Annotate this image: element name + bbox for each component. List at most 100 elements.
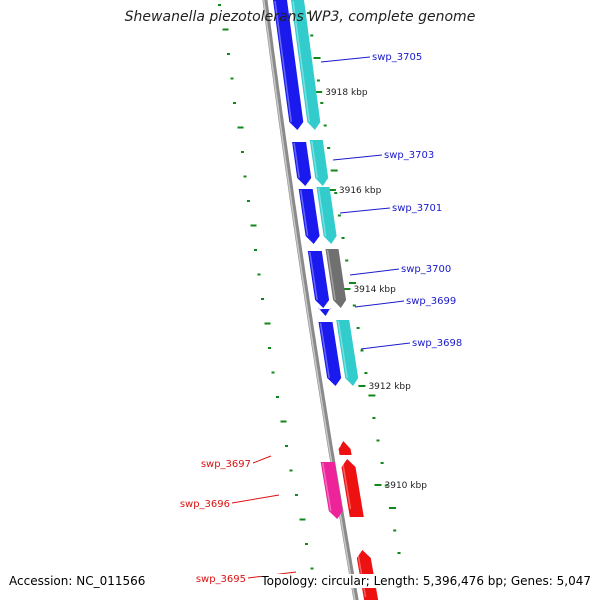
cog-arrow-highlight [321,462,332,512]
gc-skew-tick [345,259,349,262]
forward-cds-arrow-highlight [319,322,330,379]
gc-skew-tick [295,494,298,496]
label-leader-line [349,268,400,276]
gc-skew-tick [233,102,236,104]
gc-skew-tick [341,237,345,239]
gc-skew-tick [222,28,229,31]
scale-label-3914: 3914 kbp [353,285,396,295]
gc-skew-tick [257,273,261,276]
cog-arrow-highlight [311,140,318,179]
forward-cds-arrow[interactable] [292,142,312,186]
cog-arrow[interactable] [291,0,321,130]
gc-skew-tick [334,192,338,194]
label-leader-line [320,56,371,63]
gc-skew-tick [264,322,271,325]
label-leader-line [332,154,383,161]
cog-arrow[interactable] [316,187,337,244]
forward-cds-arrow[interactable] [273,0,304,130]
scale-label-3918: 3918 kbp [325,88,368,98]
gc-skew-tick [307,12,311,14]
gc-skew-tick [261,298,264,300]
gc-skew-tick [280,420,287,423]
scale-label-3910: 3910 kbp [385,481,428,491]
gc-skew-tick [227,53,230,55]
forward-cds-arrow-highlight [293,142,300,179]
gc-skew-tick [310,567,314,570]
gene-label-swp-3700[interactable]: swp_3700 [401,264,451,275]
genome-summary-text: Topology: circular; Length: 5,396,476 bp… [261,574,591,588]
gc-skew-tick [230,77,234,80]
gene-label-swp-3695[interactable]: swp_3695 [196,574,246,585]
label-leader-line [354,300,405,308]
gc-skew-tick [360,349,364,352]
cog-arrow[interactable] [309,140,329,186]
gene-label-swp-3703[interactable]: swp_3703 [384,150,434,161]
reverse-cds-arrow[interactable] [341,459,364,517]
gc-skew-tick [316,79,320,82]
gc-skew-tick [384,484,388,487]
forward-cds-arrow[interactable] [307,251,330,308]
scale-tick [315,91,323,93]
gc-skew-tick [218,4,221,6]
scale-ticks [315,91,382,486]
gc-skew-tick [388,507,396,509]
gc-skew-tick [368,394,376,397]
label-leader-line [231,494,280,504]
gc-skew-tick [271,371,275,374]
cog-arrow[interactable] [336,320,359,386]
gene-label-swp-3705[interactable]: swp_3705 [372,52,422,63]
forward-cds-arrow-highlight [299,189,309,237]
map-title: Shewanella piezotolerans WP3, complete g… [124,9,476,25]
gc-skew-tick [372,417,376,419]
forward-cds-arrow-highlight [274,0,293,123]
scale-labels: 3918 kbp 3916 kbp 3914 kbp 3912 kbp 3910… [325,88,427,491]
gc-skew-tick [289,469,293,472]
gc-skew-tick [397,552,401,554]
gc-skew-tick [299,518,306,521]
forward-cds-arrow[interactable] [318,322,342,386]
gc-skew-tick [330,169,338,172]
scale-tick [328,189,336,191]
gene-label-swp-3701[interactable]: swp_3701 [392,203,442,214]
gc-skew-tick [237,126,244,129]
forward-cds-arrow[interactable] [318,308,331,316]
gc-skew-tick [380,462,384,464]
gc-skew-tick [320,102,324,104]
gc-skew-tick [310,34,314,37]
label-lines [231,56,411,579]
scale-label-3916: 3916 kbp [339,186,382,196]
cog-arrow[interactable] [320,462,343,519]
gc-skew-tick [313,57,321,59]
gc-skew-tick [250,224,257,227]
gene-label-swp-3699[interactable]: swp_3699 [406,296,456,307]
scale-tick [343,288,351,290]
gc-skew-tick [376,439,380,442]
label-leader-line [252,455,272,464]
forward-cds-arrow[interactable] [298,189,320,244]
forward-cds-arrow-highlight [309,251,318,301]
gc-skew-tick [356,327,360,329]
scale-label-3912: 3912 kbp [368,382,411,392]
cog-arrow-highlight [337,320,348,379]
scale-tick [358,385,366,387]
gene-label-swp-3696[interactable]: swp_3696 [180,499,230,510]
label-leader-line [339,207,391,214]
gc-skew-tick [327,147,331,149]
gc-skew-tick [352,304,356,307]
reverse-cds-arrow[interactable] [338,441,352,455]
cog-arrow[interactable] [325,249,347,308]
gc-skew-tick [268,347,271,349]
gc-skew-tick [241,151,244,153]
gc-skew-tick [285,445,288,447]
accession-text: Accession: NC_011566 [9,574,146,588]
gc-skew-tick [323,124,327,127]
gc-skew-tick [337,214,341,217]
gc-skew-tick [243,175,247,178]
gene-label-swp-3697[interactable]: swp_3697 [201,459,251,470]
scale-tick [374,484,382,486]
label-leader-line [360,342,411,350]
cog-arrow-highlight [292,0,311,123]
gene-label-swp-3698[interactable]: swp_3698 [412,338,462,349]
